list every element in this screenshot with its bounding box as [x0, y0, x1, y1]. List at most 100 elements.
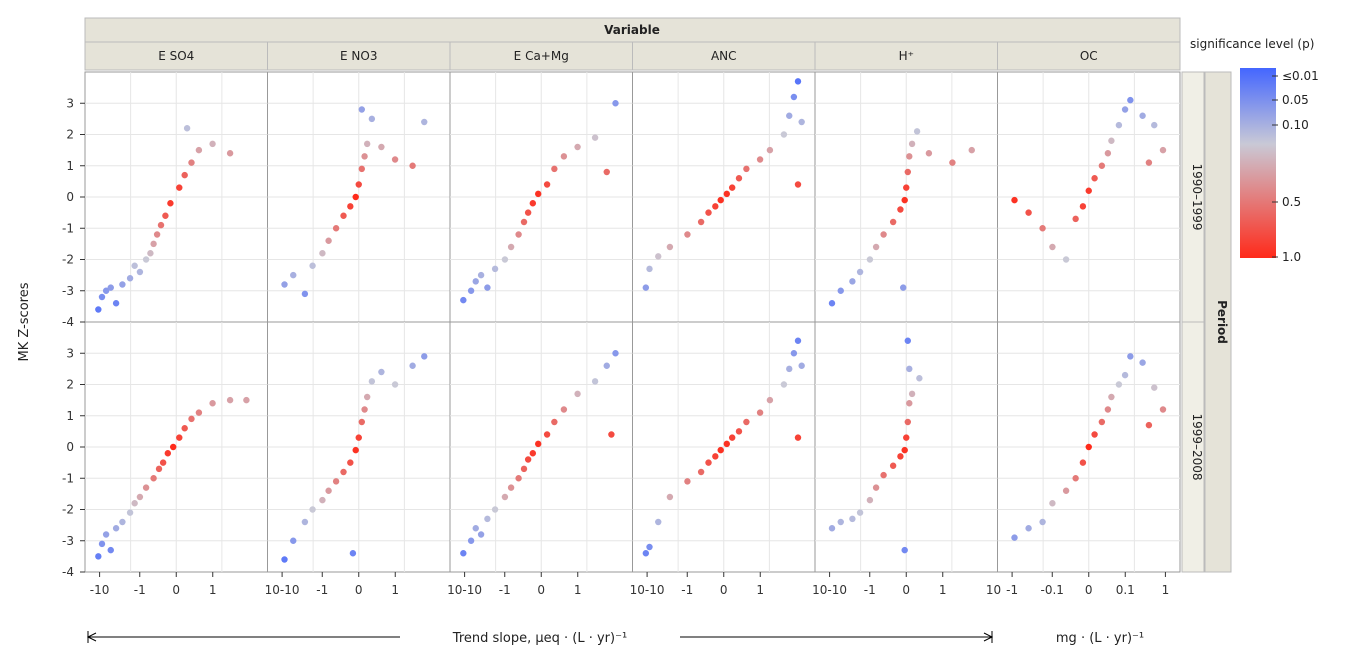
legend-color-bar — [1240, 68, 1276, 258]
data-point — [491, 506, 499, 513]
panel — [632, 71, 816, 323]
data-point — [520, 218, 528, 226]
data-point — [1098, 162, 1106, 169]
data-point — [872, 484, 880, 491]
data-point — [880, 471, 887, 479]
data-point — [743, 418, 750, 426]
data-point — [756, 409, 764, 416]
variable-strip-title: Variable — [604, 23, 660, 37]
data-point — [1085, 443, 1092, 451]
column-strip-label: E NO3 — [340, 49, 377, 63]
x-axis: -10 -1 0 1 10-10 -1 0 1 10-10 -1 0 1 10-10 -1 0 1 10-10-… — [90, 572, 1169, 597]
data-point — [147, 250, 154, 257]
data-point — [642, 550, 650, 557]
data-point — [591, 378, 599, 385]
row-strips: 1990–1999 1999–2008 — [1181, 71, 1205, 573]
x-tick-label: 10-10 — [812, 583, 847, 597]
data-point — [1049, 243, 1056, 251]
data-point — [903, 184, 910, 191]
legend-level-label: 0.10 — [1282, 118, 1309, 132]
data-point — [136, 268, 144, 276]
x-tick-label: -1 — [1006, 583, 1018, 597]
x-tick-label: 0 — [720, 583, 728, 597]
x-tick-label: 10-10 — [265, 583, 300, 597]
data-point — [743, 165, 750, 173]
data-point — [155, 465, 163, 473]
data-point — [1115, 381, 1123, 388]
data-point — [176, 434, 183, 441]
data-point — [1085, 187, 1092, 194]
data-point — [107, 284, 114, 291]
data-point — [98, 540, 106, 548]
data-point — [136, 493, 144, 501]
y-tick-label: 1 — [66, 159, 74, 173]
data-point — [1072, 475, 1079, 482]
data-point — [529, 200, 537, 207]
data-point — [467, 287, 475, 294]
data-point — [794, 434, 802, 441]
data-point — [358, 418, 365, 426]
data-point — [684, 231, 691, 238]
data-point — [355, 181, 362, 188]
panel — [267, 71, 451, 323]
data-point — [1025, 209, 1032, 216]
data-point — [1159, 406, 1167, 413]
data-point — [112, 525, 120, 532]
data-point — [153, 231, 161, 238]
period-strip-header — [1204, 71, 1232, 573]
panel — [814, 321, 998, 573]
data-point — [301, 518, 309, 526]
data-point — [646, 543, 653, 551]
data-point — [477, 531, 485, 538]
data-point — [837, 287, 844, 294]
data-point — [889, 462, 897, 469]
column-strip-bg — [997, 41, 1181, 71]
data-point — [209, 400, 216, 407]
column-strip-bg — [632, 41, 816, 71]
panel — [267, 321, 451, 573]
data-point — [183, 125, 191, 132]
data-point — [849, 515, 856, 523]
x-tick-label: 1 — [209, 583, 217, 597]
data-point — [501, 256, 509, 263]
data-point — [608, 431, 615, 438]
data-point — [95, 306, 102, 313]
data-point — [131, 500, 138, 507]
data-point — [363, 393, 371, 401]
data-point — [535, 440, 542, 448]
panel — [449, 321, 633, 573]
data-point — [157, 221, 165, 229]
data-point — [467, 537, 475, 544]
data-point — [723, 190, 730, 198]
data-point — [949, 159, 956, 166]
data-point — [646, 265, 653, 273]
x-tick-label: 1 — [756, 583, 764, 597]
column-strip-label: OC — [1080, 49, 1098, 63]
data-point — [560, 153, 568, 160]
data-point — [786, 112, 793, 119]
data-point — [786, 365, 793, 373]
data-point — [872, 243, 880, 251]
data-point — [1049, 500, 1056, 507]
data-point — [484, 515, 491, 523]
data-point — [1127, 96, 1134, 104]
data-point — [477, 271, 485, 279]
x-tick-label: 0 — [355, 583, 363, 597]
data-point — [332, 225, 340, 232]
data-point — [107, 546, 114, 554]
data-point — [391, 381, 399, 388]
legend-level-label: 0.5 — [1282, 195, 1301, 209]
data-point — [897, 453, 904, 460]
data-point — [309, 506, 316, 513]
data-point — [705, 209, 712, 216]
data-point — [460, 550, 467, 557]
data-point — [98, 293, 106, 301]
data-point — [472, 278, 479, 285]
data-point — [908, 390, 916, 398]
data-point — [756, 156, 764, 163]
data-point — [1104, 406, 1112, 413]
data-point — [507, 243, 515, 251]
panel — [814, 71, 998, 323]
data-point — [1098, 418, 1106, 426]
data-point — [358, 106, 365, 113]
